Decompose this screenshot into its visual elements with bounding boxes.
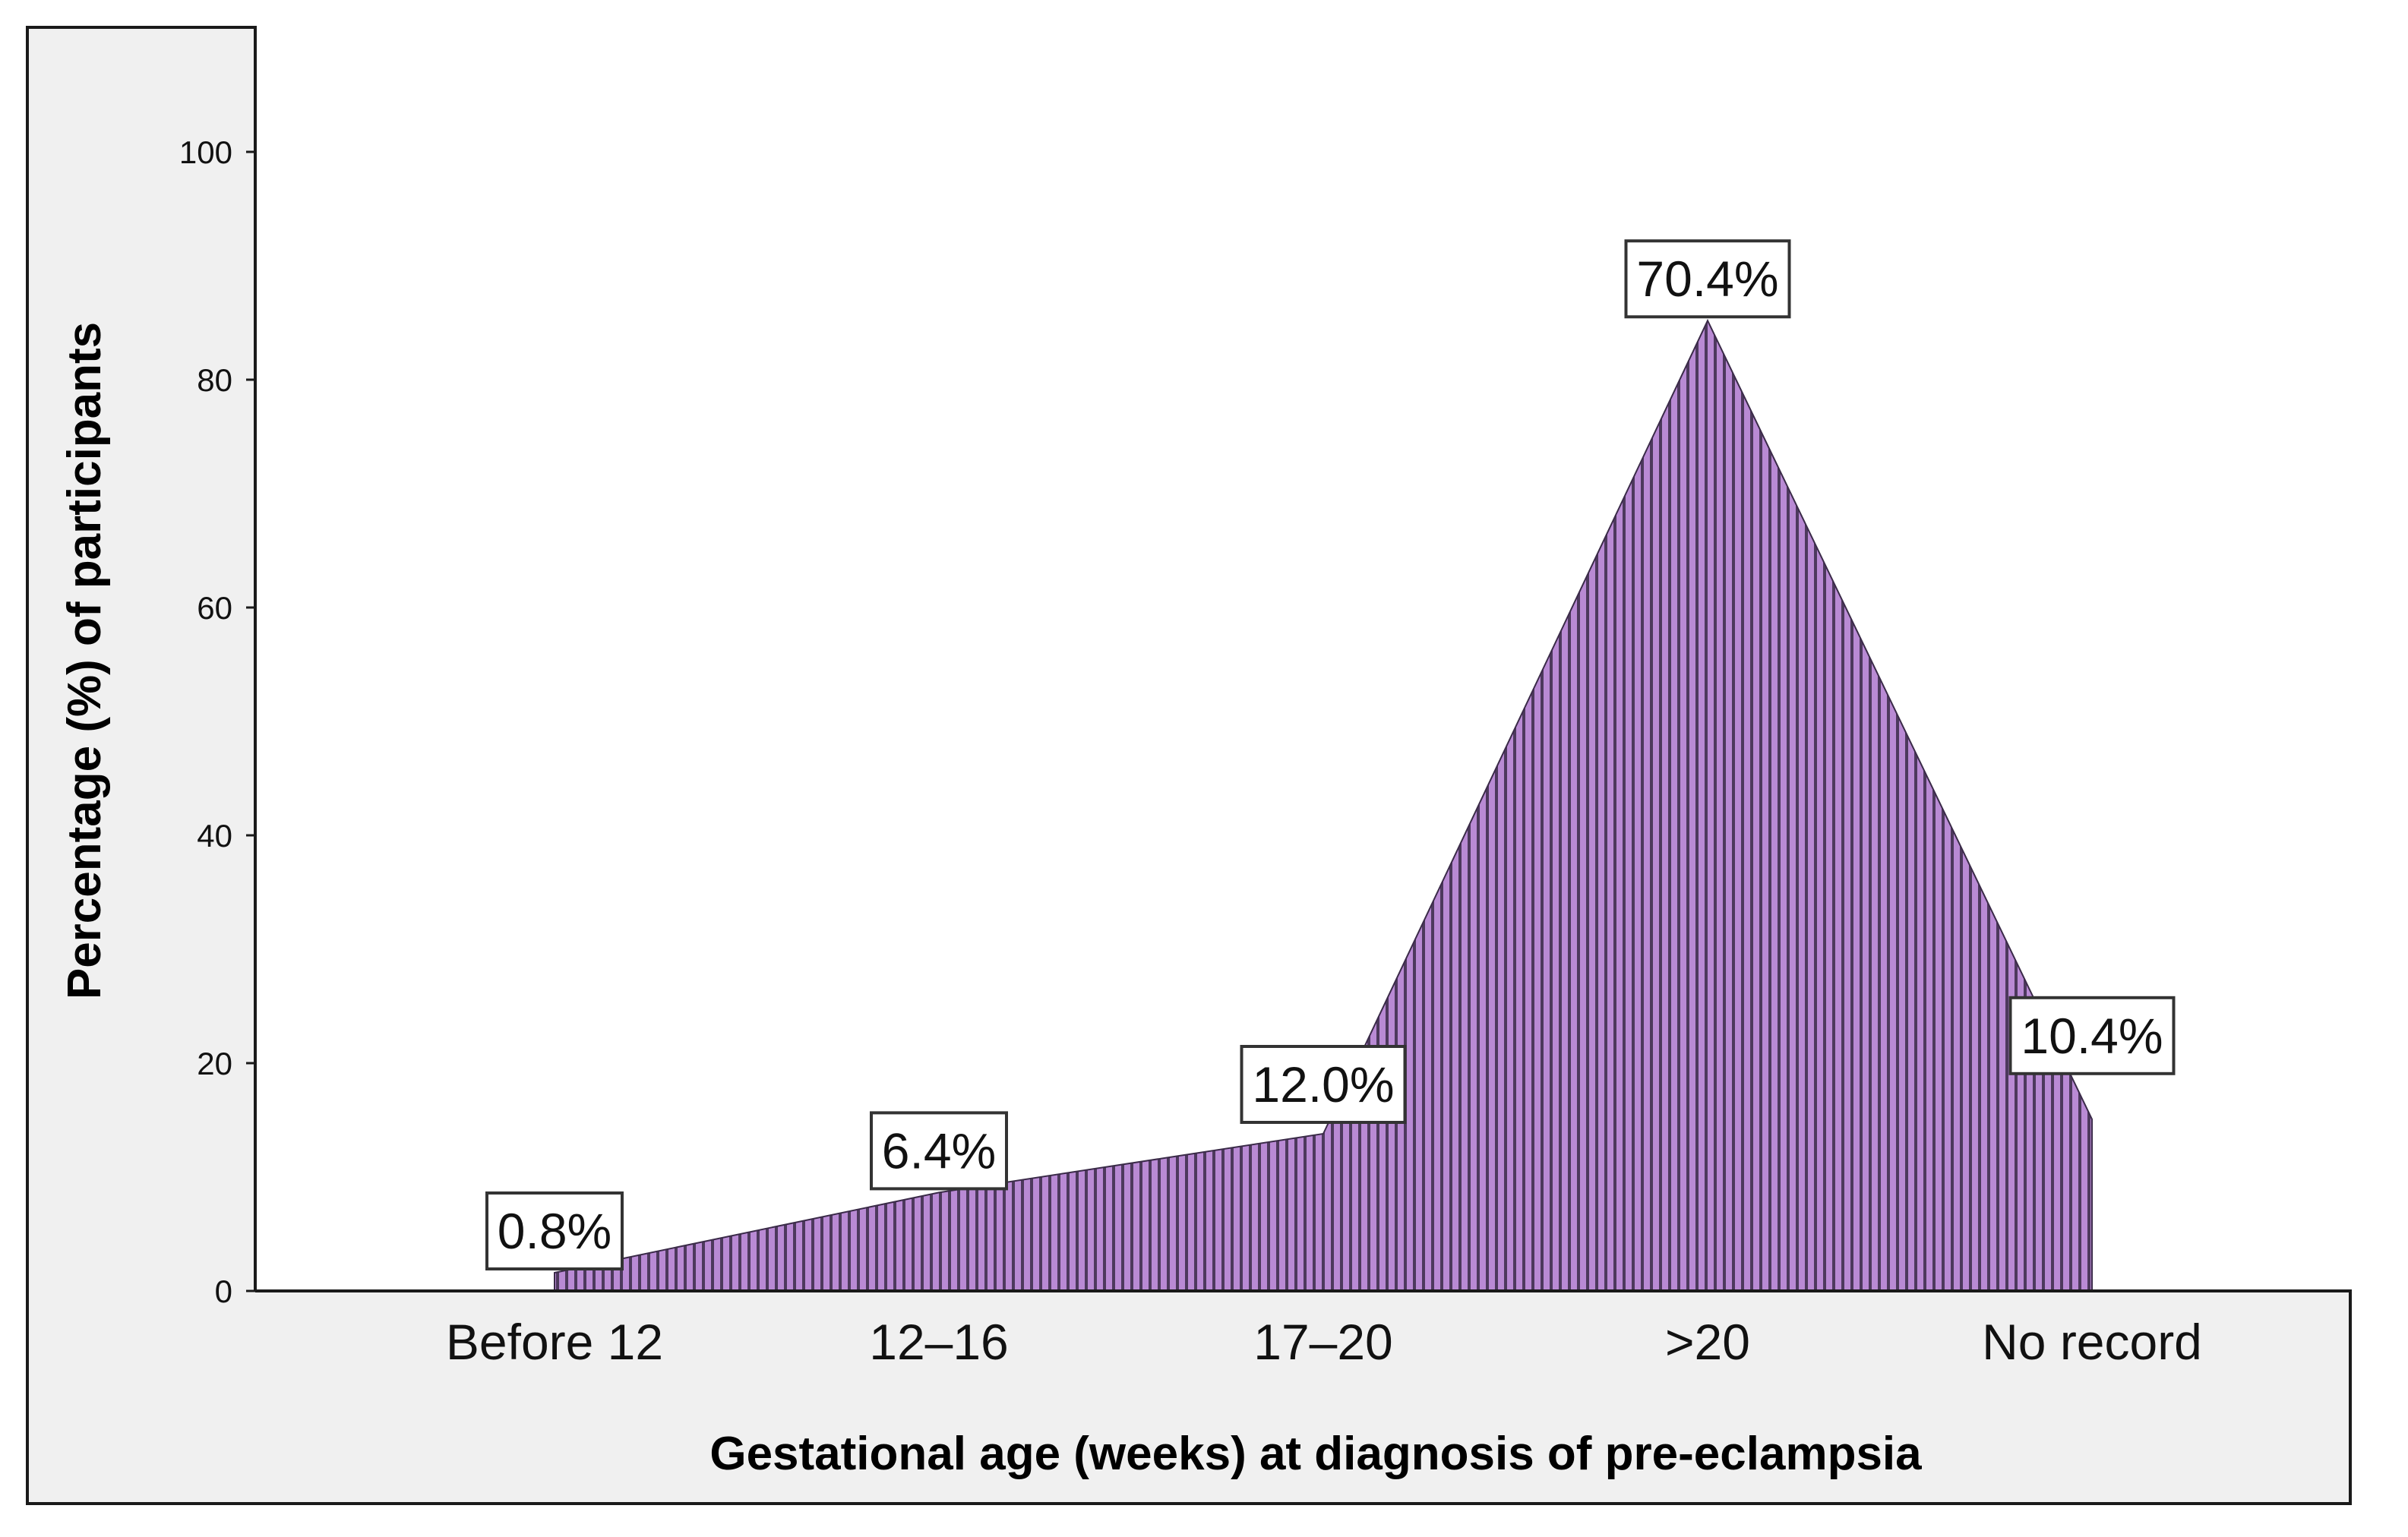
data-label: 12.0% [1240, 1045, 1407, 1124]
y-tick-label: 20 [197, 1046, 232, 1081]
data-label: 10.4% [2008, 996, 2176, 1075]
x-axis-title: Gestational age (weeks) at diagnosis of … [709, 1428, 1922, 1480]
data-label-text: 10.4% [2021, 1008, 2163, 1064]
y-tick-label: 60 [197, 590, 232, 626]
data-label-text: 0.8% [498, 1203, 611, 1259]
x-category-label: Before 12 [446, 1314, 663, 1370]
y-tick-label: 100 [179, 134, 232, 170]
data-label-text: 12.0% [1252, 1056, 1394, 1113]
data-labels: 0.8% 6.4% 12.0% 70.4% 10.4% [485, 239, 2176, 1270]
x-category-label: No record [1982, 1314, 2202, 1370]
data-label-text: 70.4% [1636, 251, 1778, 307]
y-tick-label: 40 [197, 818, 232, 854]
x-category-label: 12–16 [869, 1314, 1009, 1370]
data-label-text: 6.4% [882, 1122, 996, 1179]
data-label-box [870, 1111, 1008, 1191]
y-axis-title: Percentage (%) of participants [58, 322, 111, 999]
data-label: 70.4% [1624, 239, 1791, 319]
data-label-box [1240, 1045, 1407, 1124]
data-label-box [1624, 239, 1791, 319]
x-category-label: 17–20 [1253, 1314, 1393, 1370]
x-ticks: Before 12 12–16 17–20 >20 No record [446, 1314, 2202, 1370]
y-tick-label: 0 [215, 1273, 232, 1309]
y-tick-label: 80 [197, 362, 232, 398]
x-category-label: >20 [1665, 1314, 1750, 1370]
y-ticks: 0 20 40 60 80 100 [179, 134, 255, 1309]
data-label-box [2008, 996, 2176, 1075]
data-label-box [485, 1191, 624, 1270]
data-label: 6.4% [870, 1111, 1008, 1191]
data-label: 0.8% [485, 1191, 624, 1270]
